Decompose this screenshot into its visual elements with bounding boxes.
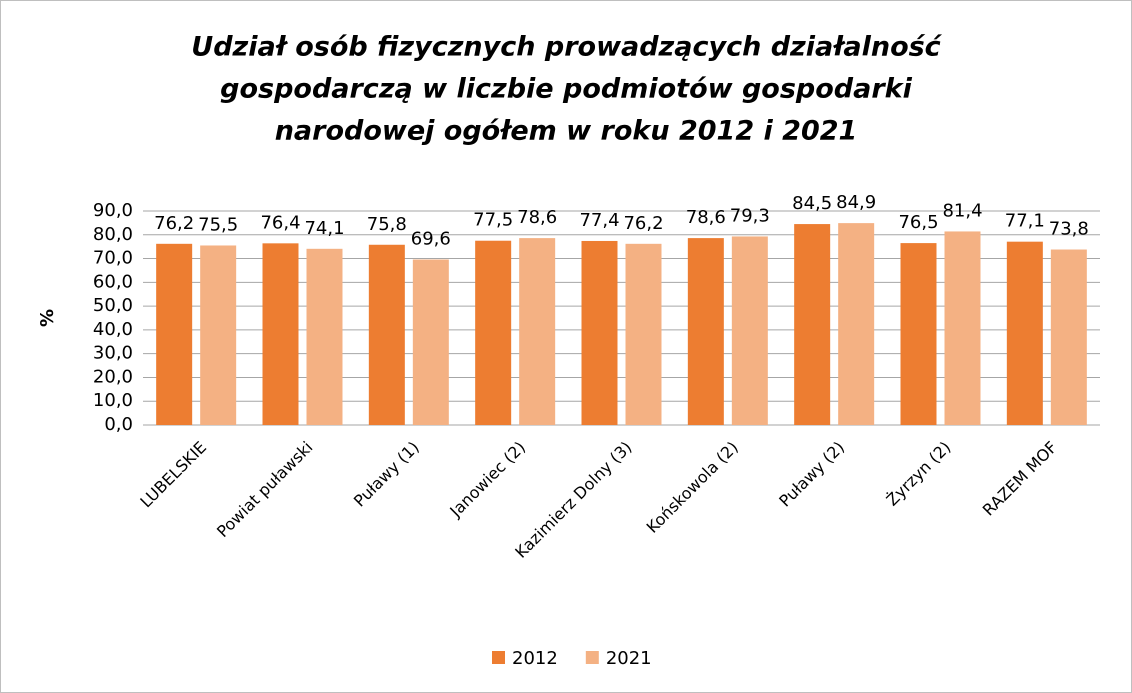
value-label: 77,4 (579, 210, 619, 231)
value-label: 75,5 (198, 214, 238, 235)
legend-swatch (492, 651, 505, 664)
y-tick-label: 90,0 (93, 200, 133, 221)
chart-title: Udział osób fizycznych prowadzących dzia… (191, 32, 942, 63)
bar (794, 224, 831, 425)
bar (156, 243, 193, 425)
value-label: 77,5 (473, 210, 513, 231)
value-label: 77,1 (1005, 211, 1045, 232)
value-label: 69,6 (411, 229, 451, 250)
bar (944, 231, 981, 425)
chart-title: gospodarczą w liczbie podmiotów gospodar… (220, 74, 912, 105)
bar (519, 238, 556, 425)
legend-label: 2021 (606, 648, 652, 669)
y-tick-label: 0,0 (104, 414, 133, 435)
bar (475, 240, 512, 425)
y-tick-label: 20,0 (93, 366, 133, 387)
bar (581, 240, 618, 425)
legend-swatch (585, 651, 599, 664)
y-tick-label: 70,0 (93, 248, 133, 269)
value-label: 76,2 (623, 213, 663, 234)
value-label: 79,3 (730, 205, 770, 226)
value-label: 76,5 (898, 212, 938, 233)
bar (368, 244, 405, 425)
y-tick-label: 60,0 (93, 271, 133, 292)
y-tick-label: 80,0 (93, 224, 133, 245)
bar (306, 248, 343, 425)
value-label: 75,8 (367, 214, 407, 235)
bar (262, 243, 299, 425)
legend-label: 2012 (512, 648, 558, 669)
value-label: 81,4 (942, 200, 982, 221)
bar (900, 243, 937, 425)
bar (1050, 249, 1087, 425)
value-label: 76,4 (260, 212, 300, 233)
bar (731, 236, 768, 425)
bar (1006, 241, 1043, 425)
bar (200, 245, 237, 425)
y-tick-label: 10,0 (93, 390, 133, 411)
y-axis-label: % (37, 309, 58, 327)
value-label: 78,6 (686, 207, 726, 228)
value-label: 76,2 (154, 213, 194, 234)
chart-title: narodowej ogółem w roku 2012 i 2021 (275, 116, 858, 147)
value-label: 84,5 (792, 193, 832, 214)
value-label: 78,6 (517, 207, 557, 228)
bar (838, 223, 875, 425)
value-label: 74,1 (304, 218, 344, 239)
value-label: 73,8 (1049, 219, 1089, 240)
value-label: 84,9 (836, 192, 876, 213)
y-tick-label: 30,0 (93, 343, 133, 364)
y-tick-label: 50,0 (93, 295, 133, 316)
bar (687, 238, 724, 425)
bar (625, 243, 662, 425)
y-tick-label: 40,0 (93, 319, 133, 340)
bar (412, 259, 449, 425)
